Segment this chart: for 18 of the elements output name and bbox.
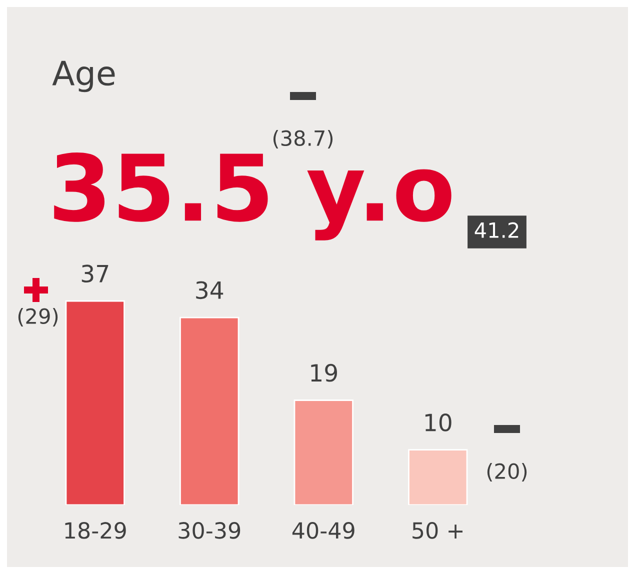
text: (38.7) — [273, 130, 333, 148]
annotation: (29) — [18, 308, 58, 326]
x-tick-label: 40-49 — [292, 522, 354, 539]
bar — [408, 449, 468, 505]
bar — [294, 400, 354, 505]
data-label: 34 — [196, 281, 224, 300]
data-label: 19 — [311, 364, 337, 382]
bar — [65, 300, 125, 505]
chart-title: Age — [52, 60, 115, 92]
text: 41.2 — [474, 222, 518, 238]
x-tick-label: 50 + — [412, 522, 462, 539]
x-tick-label: 18-29 — [65, 522, 126, 539]
data-label: 10 — [425, 414, 452, 432]
x-tick-label: 30-39 — [178, 522, 240, 539]
annotation: (20) — [487, 462, 527, 482]
data-label: 37 — [82, 264, 108, 283]
bar — [180, 316, 240, 505]
chart-subtitle: 35.5 y.o — [54, 152, 452, 240]
